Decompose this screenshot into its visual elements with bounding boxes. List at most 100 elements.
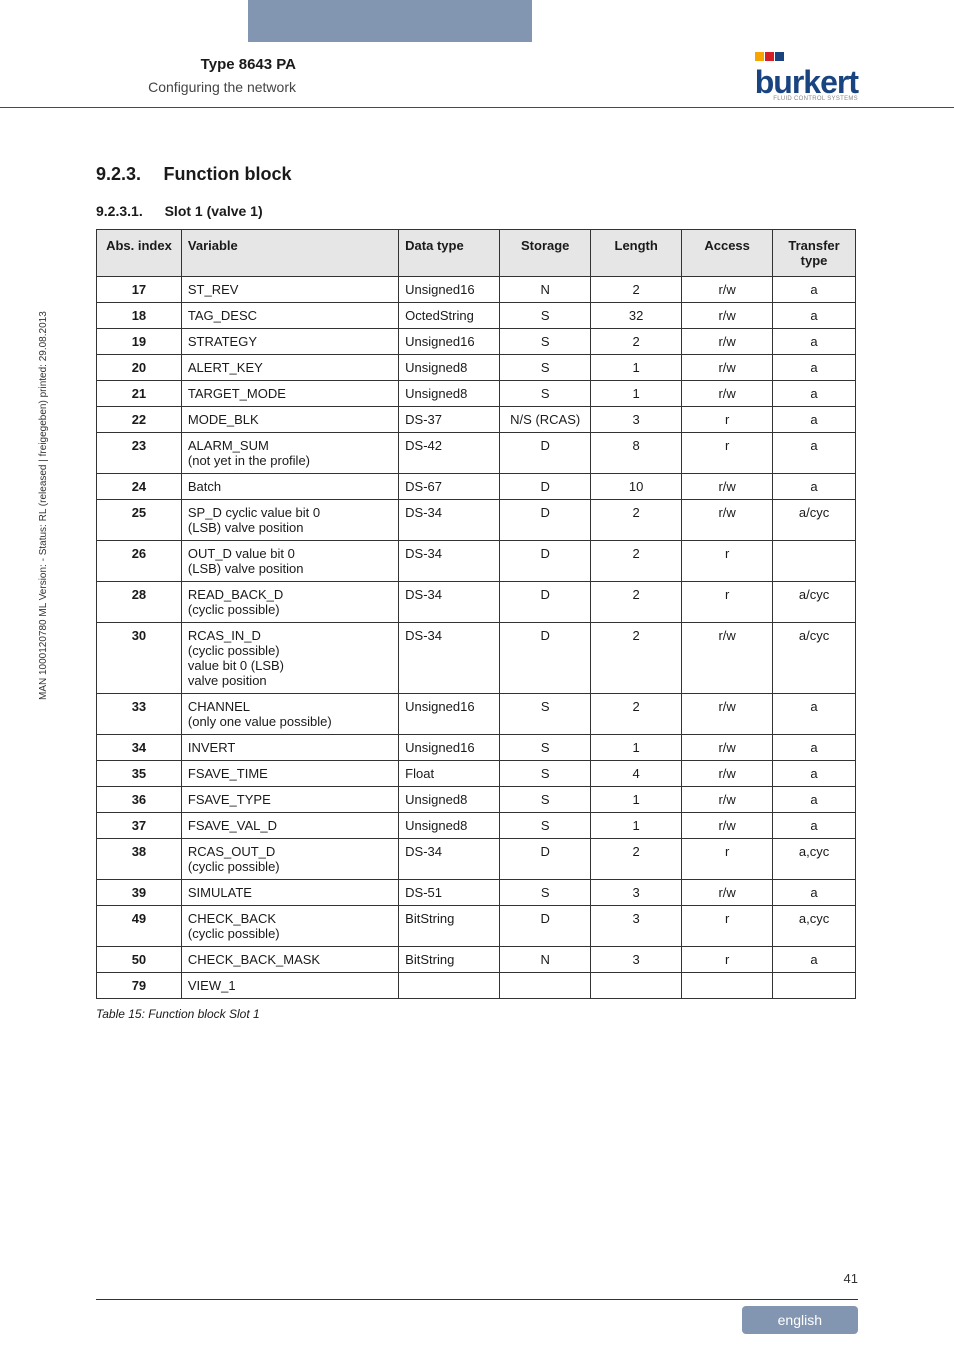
th-length: Length [591, 230, 682, 277]
table-cell: 3 [591, 947, 682, 973]
table-cell: DS-37 [399, 407, 500, 433]
table-cell: S [500, 303, 591, 329]
table-cell: 22 [97, 407, 182, 433]
table-row: 38RCAS_OUT_D(cyclic possible)DS-34D2ra,c… [97, 839, 856, 880]
table-cell: r/w [682, 813, 773, 839]
table-cell: r/w [682, 474, 773, 500]
table-cell: FSAVE_TIME [181, 761, 398, 787]
table-cell: RCAS_IN_D(cyclic possible)value bit 0 (L… [181, 623, 398, 694]
table-cell: S [500, 694, 591, 735]
table-cell: CHANNEL(only one value possible) [181, 694, 398, 735]
th-transfer-type: Transfer type [773, 230, 856, 277]
table-cell: 2 [591, 541, 682, 582]
content-region: 9.2.3. Function block 9.2.3.1. Slot 1 (v… [96, 164, 856, 1021]
table-row: 79VIEW_1 [97, 973, 856, 999]
table-cell: a [773, 303, 856, 329]
table-cell: a,cyc [773, 839, 856, 880]
table-row: 34INVERTUnsigned16S1r/wa [97, 735, 856, 761]
table-cell: N [500, 947, 591, 973]
table-cell: ALERT_KEY [181, 355, 398, 381]
table-cell: 3 [591, 407, 682, 433]
table-cell: S [500, 329, 591, 355]
table-cell: a [773, 761, 856, 787]
table-cell: r [682, 906, 773, 947]
table-cell: 2 [591, 623, 682, 694]
table-cell: 49 [97, 906, 182, 947]
table-cell: 25 [97, 500, 182, 541]
table-cell: 18 [97, 303, 182, 329]
table-cell: 24 [97, 474, 182, 500]
table-cell: D [500, 433, 591, 474]
subtitle: Configuring the network [96, 79, 296, 95]
table-cell: r/w [682, 787, 773, 813]
table-cell: D [500, 906, 591, 947]
table-cell: D [500, 623, 591, 694]
table-cell: 1 [591, 355, 682, 381]
table-cell: a [773, 355, 856, 381]
table-cell: SIMULATE [181, 880, 398, 906]
table-cell: a/cyc [773, 623, 856, 694]
table-cell: MODE_BLK [181, 407, 398, 433]
table-cell: Unsigned16 [399, 735, 500, 761]
table-cell: r/w [682, 381, 773, 407]
table-cell: 2 [591, 329, 682, 355]
table-row: 35FSAVE_TIMEFloatS4r/wa [97, 761, 856, 787]
table-cell: r [682, 433, 773, 474]
table-cell: 36 [97, 787, 182, 813]
table-cell: Float [399, 761, 500, 787]
table-cell: DS-34 [399, 541, 500, 582]
table-cell: VIEW_1 [181, 973, 398, 999]
table-row: 23ALARM_SUM(not yet in the profile)DS-42… [97, 433, 856, 474]
table-cell: r/w [682, 761, 773, 787]
table-row: 39SIMULATEDS-51S3r/wa [97, 880, 856, 906]
table-cell: a [773, 735, 856, 761]
table-row: 22MODE_BLKDS-37N/S (RCAS)3ra [97, 407, 856, 433]
table-cell: a [773, 381, 856, 407]
table-cell: a [773, 787, 856, 813]
table-cell: Unsigned8 [399, 381, 500, 407]
table-cell: 21 [97, 381, 182, 407]
section-number: 9.2.3. [96, 164, 141, 184]
table-cell: DS-51 [399, 880, 500, 906]
table-cell: STRATEGY [181, 329, 398, 355]
table-row: 18TAG_DESCOctedStringS32r/wa [97, 303, 856, 329]
table-row: 33CHANNEL(only one value possible)Unsign… [97, 694, 856, 735]
table-cell [500, 973, 591, 999]
th-access: Access [682, 230, 773, 277]
table-cell: r [682, 839, 773, 880]
table-row: 17ST_REVUnsigned16N2r/wa [97, 277, 856, 303]
table-cell: 2 [591, 694, 682, 735]
table-cell: a,cyc [773, 906, 856, 947]
table-cell: DS-34 [399, 582, 500, 623]
table-cell: S [500, 787, 591, 813]
top-blue-bar [248, 0, 532, 42]
table-row: 19STRATEGYUnsigned16S2r/wa [97, 329, 856, 355]
table-cell: Unsigned16 [399, 277, 500, 303]
table-cell: r [682, 947, 773, 973]
section-title: Function block [164, 164, 292, 184]
th-data-type: Data type [399, 230, 500, 277]
table-cell: S [500, 381, 591, 407]
table-cell: 50 [97, 947, 182, 973]
table-cell: N [500, 277, 591, 303]
table-cell: TAG_DESC [181, 303, 398, 329]
table-row: 37FSAVE_VAL_DUnsigned8S1r/wa [97, 813, 856, 839]
burkert-logo: burkert [755, 66, 858, 98]
table-cell: r/w [682, 303, 773, 329]
table-cell: 8 [591, 433, 682, 474]
table-cell: CHECK_BACK(cyclic possible) [181, 906, 398, 947]
table-row: 50CHECK_BACK_MASKBitStringN3ra [97, 947, 856, 973]
table-cell: a [773, 474, 856, 500]
table-cell: S [500, 880, 591, 906]
table-cell: a [773, 433, 856, 474]
table-cell: 17 [97, 277, 182, 303]
table-cell: a/cyc [773, 500, 856, 541]
table-cell: D [500, 474, 591, 500]
table-cell: 3 [591, 880, 682, 906]
table-cell: S [500, 735, 591, 761]
table-cell: 2 [591, 839, 682, 880]
table-cell [773, 973, 856, 999]
table-cell: Unsigned16 [399, 329, 500, 355]
side-print-info: MAN 1000120780 ML Version: - Status: RL … [38, 311, 49, 700]
table-cell: 28 [97, 582, 182, 623]
